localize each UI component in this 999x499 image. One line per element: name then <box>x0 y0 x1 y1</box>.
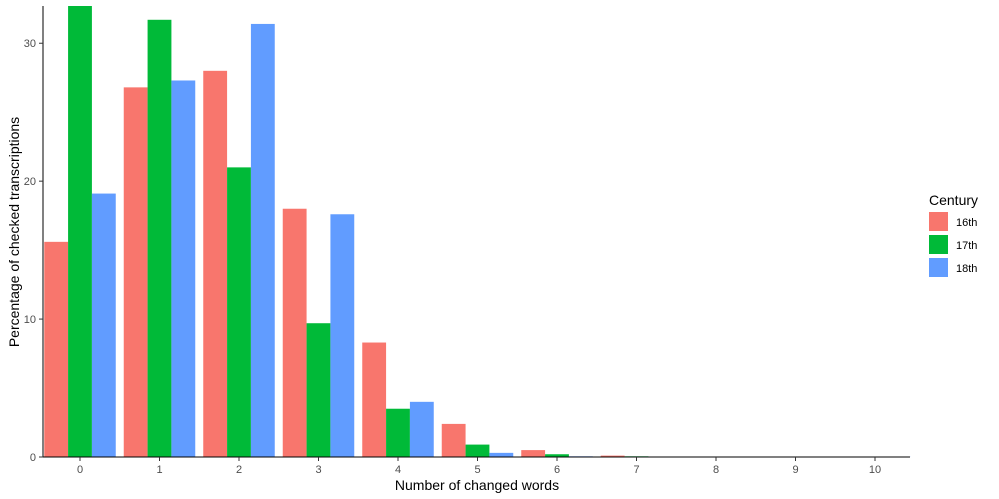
y-ticks: 0 10 20 30 <box>24 38 43 464</box>
legend-label-18th: 18th <box>956 263 977 275</box>
legend-key-18th <box>929 258 948 277</box>
y-tick-label: 0 <box>30 452 36 464</box>
bar-17th-3 <box>306 323 331 457</box>
x-ticks: 0 1 2 3 4 5 6 7 8 9 10 <box>77 457 881 476</box>
x-tick-label: 9 <box>792 464 798 476</box>
legend-title: Century <box>929 192 978 208</box>
bar-17th-5 <box>465 444 490 457</box>
x-axis-title: Number of changed words <box>395 477 559 493</box>
bar-18th-1 <box>171 80 196 457</box>
bar-18th-2 <box>250 23 275 458</box>
bar-18th-5 <box>489 452 514 457</box>
x-tick-label: 6 <box>554 464 560 476</box>
bar-17th-6 <box>545 454 569 457</box>
x-tick-label: 8 <box>713 464 719 476</box>
bar-16th-4 <box>362 342 387 457</box>
bar-16th-5 <box>441 423 466 457</box>
bar-16th-0 <box>44 241 69 457</box>
bar-18th-0 <box>91 193 116 457</box>
bar-16th-7 <box>600 455 625 457</box>
x-tick-label: 4 <box>395 464 401 476</box>
legend-label-17th: 17th <box>956 240 977 252</box>
bar-16th-6 <box>521 450 546 457</box>
legend-label-16th: 16th <box>956 217 977 229</box>
bar-17th-0 <box>68 6 92 457</box>
bar-18th-3 <box>330 214 355 457</box>
bars-group <box>44 6 911 458</box>
bar-17th-4 <box>386 408 410 457</box>
bar-18th-4 <box>409 401 434 457</box>
y-tick-label: 10 <box>24 314 36 326</box>
bar-16th-3 <box>282 208 307 457</box>
legend-key-17th <box>929 235 948 254</box>
legend: Century 16th 17th 18th <box>929 192 978 277</box>
x-tick-label: 7 <box>633 464 639 476</box>
x-tick-label: 2 <box>236 464 242 476</box>
bar-16th-1 <box>123 87 148 458</box>
x-tick-label: 5 <box>474 464 480 476</box>
bar-17th-2 <box>227 167 251 457</box>
legend-key-16th <box>929 212 948 231</box>
x-tick-label: 1 <box>156 464 162 476</box>
y-axis-title: Percentage of checked transcriptions <box>6 117 22 347</box>
x-tick-label: 10 <box>869 464 881 476</box>
y-tick-label: 20 <box>24 176 36 188</box>
x-tick-label: 0 <box>77 464 83 476</box>
bar-16th-2 <box>203 70 228 457</box>
y-tick-label: 30 <box>24 38 36 50</box>
bar-17th-1 <box>147 19 172 457</box>
x-tick-label: 3 <box>315 464 321 476</box>
